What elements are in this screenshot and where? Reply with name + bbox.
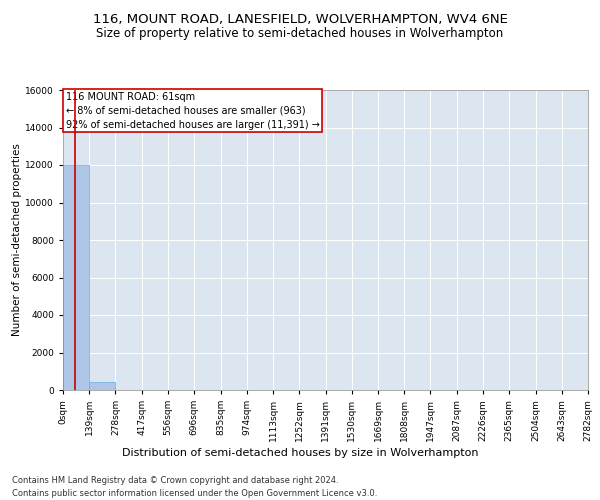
Text: Distribution of semi-detached houses by size in Wolverhampton: Distribution of semi-detached houses by … <box>122 448 478 458</box>
Y-axis label: Number of semi-detached properties: Number of semi-detached properties <box>13 144 22 336</box>
Text: 116 MOUNT ROAD: 61sqm
← 8% of semi-detached houses are smaller (963)
92% of semi: 116 MOUNT ROAD: 61sqm ← 8% of semi-detac… <box>65 92 320 130</box>
Text: Contains HM Land Registry data © Crown copyright and database right 2024.: Contains HM Land Registry data © Crown c… <box>12 476 338 485</box>
Text: Contains public sector information licensed under the Open Government Licence v3: Contains public sector information licen… <box>12 489 377 498</box>
Bar <box>63 165 89 390</box>
Text: 116, MOUNT ROAD, LANESFIELD, WOLVERHAMPTON, WV4 6NE: 116, MOUNT ROAD, LANESFIELD, WOLVERHAMPT… <box>92 12 508 26</box>
Text: Size of property relative to semi-detached houses in Wolverhampton: Size of property relative to semi-detach… <box>97 28 503 40</box>
Bar <box>89 382 115 390</box>
